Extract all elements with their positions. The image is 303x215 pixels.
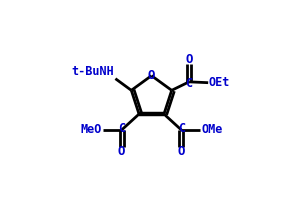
Text: O: O [148, 69, 155, 82]
Text: O: O [178, 145, 185, 158]
Text: OMe: OMe [201, 123, 222, 137]
Text: C: C [178, 122, 185, 135]
Text: MeO: MeO [81, 123, 102, 137]
Text: t-BuNH: t-BuNH [72, 64, 114, 78]
Text: O: O [118, 145, 125, 158]
Text: C: C [185, 77, 193, 90]
Text: C: C [118, 122, 125, 135]
Text: O: O [185, 54, 193, 66]
Text: OEt: OEt [209, 76, 230, 89]
